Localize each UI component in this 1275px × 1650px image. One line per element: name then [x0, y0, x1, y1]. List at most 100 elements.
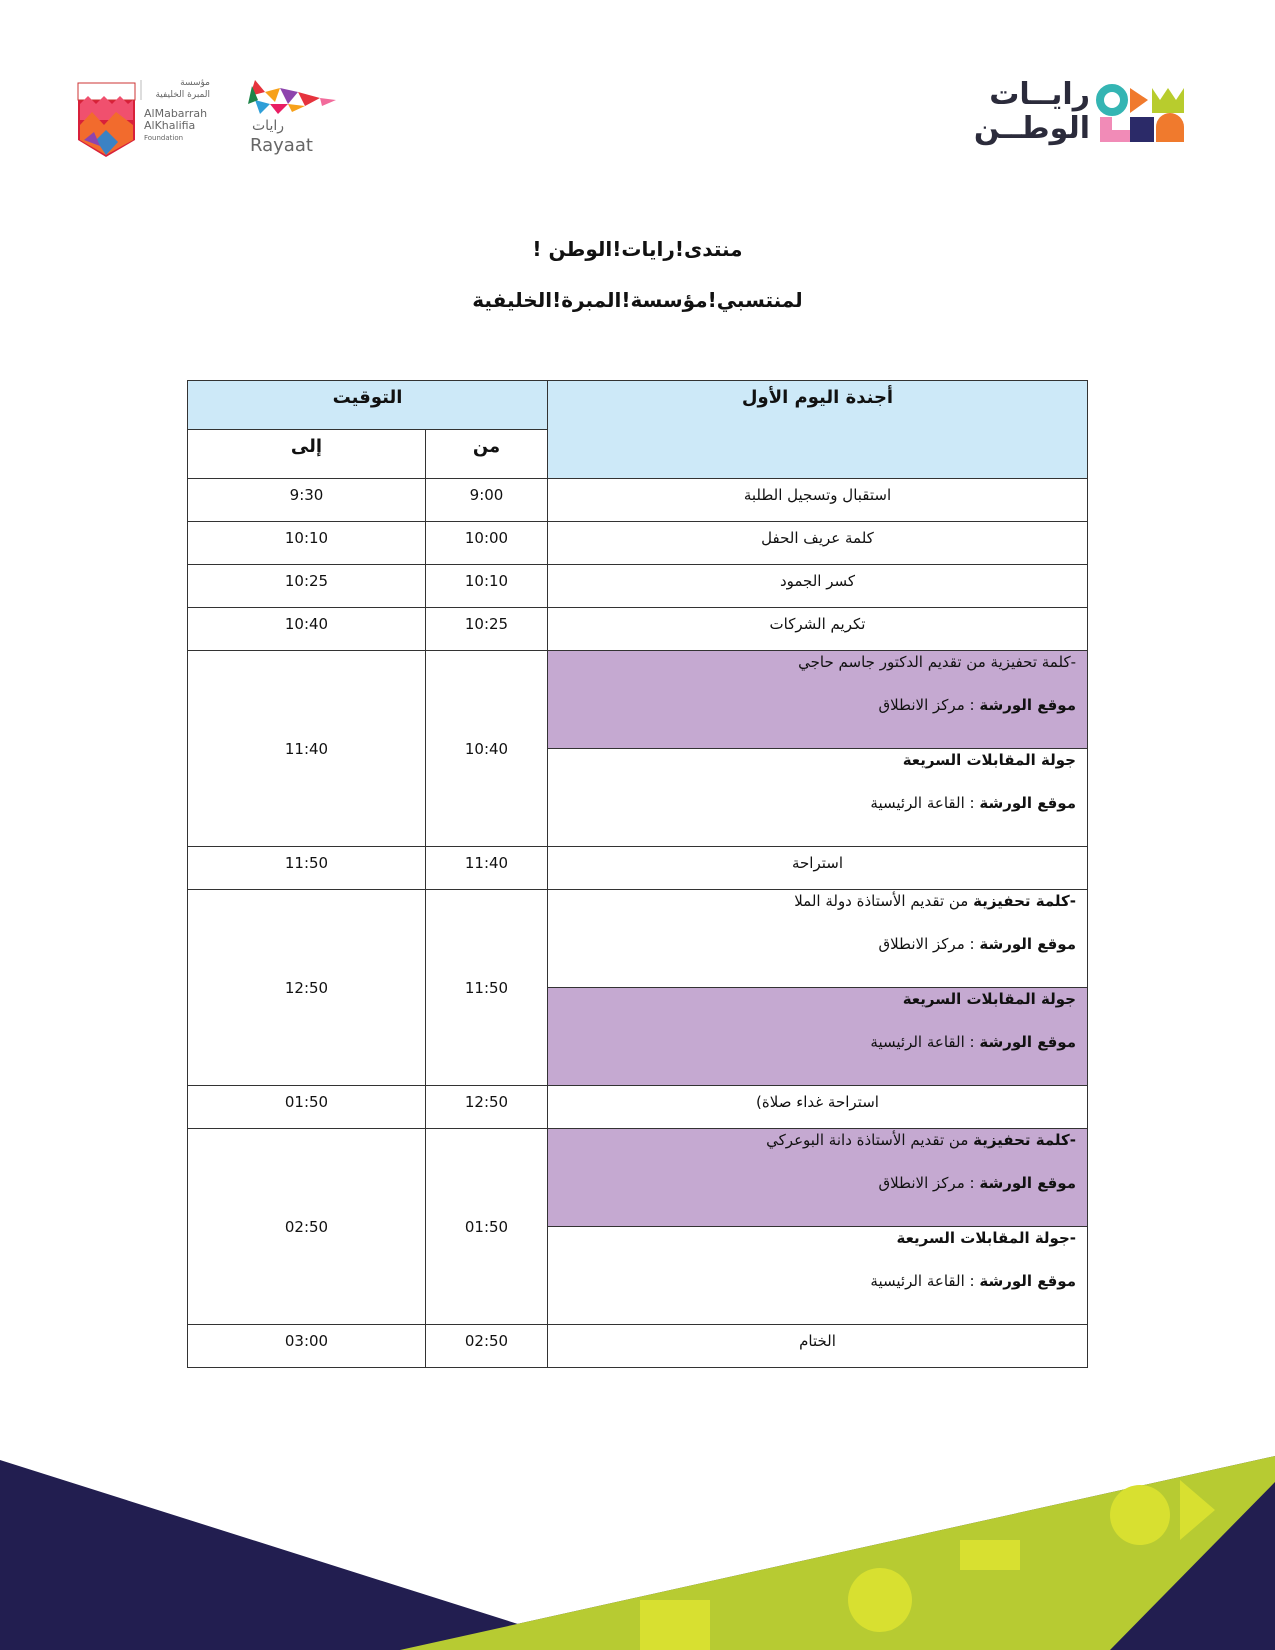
agenda-text: موقع الورشة — [979, 1174, 1076, 1192]
agenda-row: استراحة غداء صلاة) 12:50 01:50 — [187, 1085, 1088, 1129]
title-line: لمنتسبي!مؤسسة!المبرة!الخليفية — [472, 288, 803, 312]
header-row: من إلى — [187, 429, 1088, 479]
agenda-line: جولة المقابلات السريعة — [559, 749, 1076, 792]
logo-arabic-2: المبرة الخليفية — [155, 90, 210, 100]
logo-english-line: Foundation — [144, 134, 184, 142]
from-time: 12:50 — [425, 1085, 548, 1129]
agenda-text: : مركز الانطلاق — [878, 935, 980, 953]
agenda-header: أجندة اليوم الأول — [547, 380, 1088, 479]
agenda-line: -كلمة تحفيزية من تقديم الأستاذة دانة الب… — [559, 1129, 1076, 1172]
right-logo-line: رايــات — [989, 77, 1090, 112]
agenda-row: جولة المقابلات السريعة موقع الورشة : القا… — [188, 987, 1088, 1086]
to-time: 01:50 — [187, 1085, 426, 1129]
agenda-text: جولة المقابلات السريعة — [902, 751, 1076, 769]
right-logo-text: رايــات الوطــن — [960, 78, 1090, 146]
footer-decoration — [0, 1456, 1275, 1650]
agenda-text: : القاعة الرئيسية — [870, 1033, 980, 1051]
to-time: 9:30 — [187, 478, 426, 522]
to-time: 10:10 — [187, 521, 426, 565]
from-time: 10:10 — [425, 564, 548, 608]
agenda-text: -جولة المقابلات السريعة — [896, 1229, 1076, 1247]
header-row: أجندة اليوم الأول التوقيت — [187, 380, 1088, 479]
agenda-text: : مركز الانطلاق — [878, 1174, 980, 1192]
from-time: 10:00 — [425, 521, 548, 565]
from-time: 10:25 — [425, 607, 548, 651]
from-time: 11:50 — [425, 889, 548, 1086]
agenda-row: -جولة المقابلات السريعة موقع الورشة : الق… — [188, 1226, 1088, 1325]
agenda-text: -كلمة تحفيزية من تقديم الدكتور جاسم حاجي — [798, 653, 1076, 671]
rayaat-arabic: رايات — [252, 118, 284, 134]
from-header: من — [425, 429, 548, 479]
agenda-text: -كلمة تحفيزية — [973, 892, 1076, 910]
right-logo-line: الوطــن — [973, 111, 1090, 146]
agenda-item: استقبال وتسجيل الطلبة — [547, 478, 1088, 522]
from-time: 9:00 — [425, 478, 548, 522]
from-time: 01:50 — [425, 1128, 548, 1325]
timing-header: التوقيت — [187, 380, 548, 430]
agenda-text: موقع الورشة — [979, 1033, 1076, 1051]
agenda-block: -جولة المقابلات السريعة موقع الورشة : الق… — [547, 1226, 1088, 1325]
agenda-item: كسر الجمود — [547, 564, 1088, 608]
rayaat-alwatan-logo — [1096, 84, 1184, 142]
to-time: 11:40 — [187, 650, 426, 847]
agenda-line: موقع الورشة : مركز الانطلاق — [559, 1172, 1076, 1215]
agenda-line: موقع الورشة : مركز الانطلاق — [559, 933, 1076, 976]
from-time: 11:40 — [425, 846, 548, 890]
agenda-block: جولة المقابلات السريعة موقع الورشة : القا… — [547, 748, 1088, 847]
to-time: 12:50 — [187, 889, 426, 1086]
agenda-row: جولة المقابلات السريعة موقع الورشة : القا… — [188, 748, 1088, 847]
logo-english: AlMabarrah AlKhalifia Foundation — [144, 108, 207, 144]
agenda-text: موقع الورشة — [979, 935, 1076, 953]
agenda-row: استقبال وتسجيل الطلبة 9:00 9:30 — [187, 478, 1088, 522]
logo-english-line: AlKhalifia — [144, 119, 196, 132]
agenda-block: -كلمة تحفيزية من تقديم الدكتور جاسم حاجي… — [547, 650, 1088, 749]
agenda-text: : القاعة الرئيسية — [870, 794, 980, 812]
agenda-text: من تقديم الأستاذة دولة الملا — [794, 892, 974, 910]
rayaat-english: Rayaat — [250, 135, 313, 156]
to-time: 10:25 — [187, 564, 426, 608]
agenda-line: موقع الورشة : القاعة الرئيسية — [559, 1270, 1076, 1313]
agenda-line: موقع الورشة : القاعة الرئيسية — [559, 1031, 1076, 1074]
almabarrah-logo — [77, 80, 142, 157]
agenda-text: : القاعة الرئيسية — [870, 1272, 980, 1290]
agenda-line: موقع الورشة : القاعة الرئيسية — [559, 792, 1076, 835]
to-time: 02:50 — [187, 1128, 426, 1325]
to-header: إلى — [187, 429, 426, 479]
agenda-text: : مركز الانطلاق — [878, 696, 980, 714]
from-time: 02:50 — [425, 1324, 548, 1368]
agenda-text: موقع الورشة — [979, 1272, 1076, 1290]
agenda-text: من تقديم الأستاذة دانة البوعركي — [766, 1131, 974, 1149]
to-time: 10:40 — [187, 607, 426, 651]
agenda-row: -كلمة تحفيزية من تقديم الأستاذة دولة الم… — [187, 889, 1088, 1086]
agenda-item: استراحة غداء صلاة) — [547, 1085, 1088, 1129]
agenda-row: -كلمة تحفيزية من تقديم الأستاذة دانة الب… — [187, 1128, 1088, 1325]
agenda-text: موقع الورشة — [979, 696, 1076, 714]
agenda-item: كلمة عريف الحفل — [547, 521, 1088, 565]
agenda-line: -جولة المقابلات السريعة — [559, 1227, 1076, 1270]
to-time: 03:00 — [187, 1324, 426, 1368]
agenda-row: كسر الجمود 10:10 10:25 — [187, 564, 1088, 608]
agenda-row: الختام 02:50 03:00 — [187, 1324, 1088, 1368]
agenda-row: -كلمة تحفيزية من تقديم الدكتور جاسم حاجي… — [187, 650, 1088, 847]
agenda-item: استراحة — [547, 846, 1088, 890]
agenda-block: -كلمة تحفيزية من تقديم الأستاذة دانة الب… — [547, 1128, 1088, 1227]
agenda-text: جولة المقابلات السريعة — [902, 990, 1076, 1008]
agenda-item: تكريم الشركات — [547, 607, 1088, 651]
from-time: 10:40 — [425, 650, 548, 847]
logo-arabic-1: مؤسسة — [180, 78, 210, 88]
agenda-text: -كلمة تحفيزية — [973, 1131, 1076, 1149]
agenda-table: أجندة اليوم الأول التوقيت من إلى استقبال وتس… — [187, 380, 1088, 1368]
agenda-item: الختام — [547, 1324, 1088, 1368]
agenda-row: تكريم الشركات 10:25 10:40 — [187, 607, 1088, 651]
agenda-row: كلمة عريف الحفل 10:00 10:10 — [187, 521, 1088, 565]
agenda-text: موقع الورشة — [979, 794, 1076, 812]
agenda-line: -كلمة تحفيزية من تقديم الدكتور جاسم حاجي — [559, 651, 1076, 694]
to-time: 11:50 — [187, 846, 426, 890]
agenda-row: استراحة 11:40 11:50 — [187, 846, 1088, 890]
title-line: منتدى!رايات!الوطن ! — [532, 237, 743, 261]
rayaat-logo — [248, 80, 336, 114]
agenda-block: جولة المقابلات السريعة موقع الورشة : القا… — [547, 987, 1088, 1086]
logo-english-line: AlMabarrah — [144, 107, 208, 120]
